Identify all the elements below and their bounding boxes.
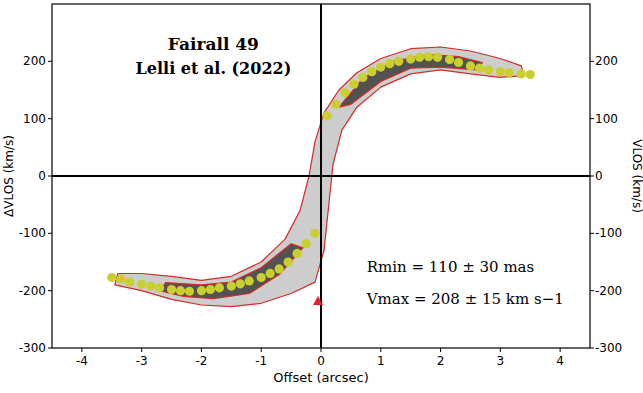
x-tick-label: -1: [255, 354, 267, 368]
y-tick-label: 200: [23, 54, 46, 68]
y-tick-label: 100: [23, 112, 46, 126]
model-point: [125, 277, 134, 286]
x-tick-label: 1: [377, 354, 385, 368]
frame: [52, 4, 590, 348]
y-tick: [48, 348, 52, 349]
x-tick-label: 3: [497, 354, 505, 368]
y2-tick: [590, 61, 594, 62]
y2-tick-label: 200: [595, 54, 618, 68]
model-point: [445, 55, 454, 64]
model-point: [301, 239, 310, 248]
x-tick-label: -3: [136, 354, 148, 368]
model-point: [424, 52, 433, 61]
x-tick: [141, 348, 142, 352]
y-axis-title: ΔVLOS (km/s): [2, 135, 16, 217]
model-point: [137, 280, 146, 289]
model-point: [340, 88, 349, 97]
x-tick: [81, 348, 82, 352]
model-point: [433, 53, 442, 62]
x-tick-label: -4: [76, 354, 88, 368]
model-point: [146, 281, 155, 290]
model-point: [215, 283, 224, 292]
model-point: [257, 273, 266, 282]
x-tick: [500, 348, 501, 352]
model-point: [266, 269, 275, 278]
x-tick-label: 0: [317, 354, 325, 368]
y-tick: [48, 233, 52, 234]
model-point: [367, 67, 376, 76]
subtitle: Lelli et al. (2022): [136, 59, 292, 78]
plot-area: [52, 4, 590, 348]
model-point: [275, 264, 284, 273]
model-point: [484, 65, 493, 74]
annotation: Rmin = 110 ± 30 mas: [367, 258, 535, 276]
plot-background: [52, 4, 590, 348]
model-point: [176, 286, 185, 295]
triangle-marker: [313, 296, 323, 305]
y2-tick-label: -100: [595, 226, 622, 240]
x-tick: [560, 348, 561, 352]
model-point: [185, 287, 194, 296]
model-point: [331, 100, 340, 109]
model-point: [376, 62, 385, 71]
model-point: [284, 257, 293, 266]
model-point: [454, 58, 463, 67]
model-point: [385, 59, 394, 68]
model-point: [517, 69, 526, 78]
y-tick: [48, 176, 52, 177]
model-point: [167, 285, 176, 294]
x-tick: [201, 348, 202, 352]
model-point: [394, 57, 403, 66]
x-tick: [321, 348, 322, 352]
chart: -4 -3 -2 -1 0 1 2 3 4 -300 -200 -100 0 100 200 -300 -200…: [0, 0, 643, 393]
y-tick-label: -200: [19, 284, 46, 298]
y2-tick: [590, 290, 594, 291]
y2-tick-label: 0: [595, 169, 603, 183]
annotation: Vmax = 208 ± 15 km s−1: [366, 290, 564, 308]
title: Fairall 49: [168, 34, 259, 54]
model-point: [349, 80, 358, 89]
x-tick-label: 2: [437, 354, 445, 368]
model-point: [466, 61, 475, 70]
y-tick: [48, 290, 52, 291]
y-tick-label: 0: [38, 169, 46, 183]
x-tick: [261, 348, 262, 352]
x-tick: [380, 348, 381, 352]
y-tick-label: -100: [19, 226, 46, 240]
model-point: [116, 275, 125, 284]
y2-tick: [590, 348, 594, 349]
model-point: [322, 111, 331, 120]
x-tick-label: -2: [195, 354, 207, 368]
x-tick: [440, 348, 441, 352]
y2-tick-label: -300: [595, 341, 622, 355]
model-point: [415, 53, 424, 62]
model-point: [475, 64, 484, 73]
y2-tick: [590, 118, 594, 119]
y2-tick-label: 100: [595, 112, 618, 126]
zero-line: [320, 4, 322, 348]
model-point: [505, 68, 514, 77]
model-point: [358, 73, 367, 82]
model-point: [496, 67, 505, 76]
model-point: [107, 273, 116, 282]
model-point: [227, 281, 236, 290]
y-tick: [48, 61, 52, 62]
y2-tick: [590, 233, 594, 234]
y2-tick-label: -200: [595, 284, 622, 298]
y-tick-label: -300: [19, 341, 46, 355]
model-point: [310, 229, 319, 238]
y-tick: [48, 118, 52, 119]
x-axis-title: Offset (arcsec): [273, 370, 368, 385]
model-point: [526, 70, 535, 79]
model-point: [155, 283, 164, 292]
model-point: [206, 285, 215, 294]
model-point: [406, 54, 415, 63]
model-point: [197, 286, 206, 295]
model-point: [245, 276, 254, 285]
y2-axis-title: VLOS (km/s): [630, 139, 643, 213]
x-tick-label: 4: [556, 354, 564, 368]
model-point: [236, 279, 245, 288]
model-point: [292, 249, 301, 258]
y2-tick: [590, 176, 594, 177]
